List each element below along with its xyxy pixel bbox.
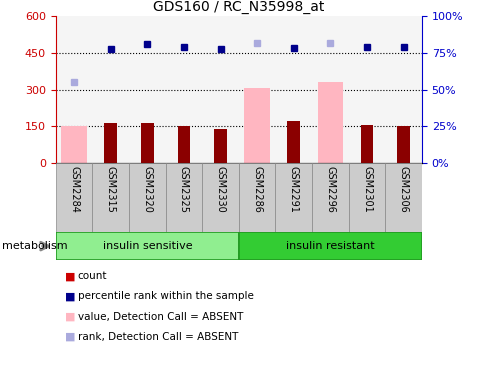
Text: count: count xyxy=(77,271,107,281)
Bar xyxy=(166,163,202,232)
Text: GSM2284: GSM2284 xyxy=(69,167,79,213)
Text: GSM2296: GSM2296 xyxy=(325,167,335,213)
Title: GDS160 / RC_N35998_at: GDS160 / RC_N35998_at xyxy=(153,0,324,14)
Text: ■: ■ xyxy=(65,332,76,342)
Bar xyxy=(56,232,239,260)
Text: ■: ■ xyxy=(65,271,76,281)
Text: GSM2315: GSM2315 xyxy=(106,167,116,213)
Text: GSM2286: GSM2286 xyxy=(252,167,262,213)
Bar xyxy=(275,163,312,232)
Bar xyxy=(92,163,129,232)
Text: GSM2291: GSM2291 xyxy=(288,167,298,213)
Text: insulin sensitive: insulin sensitive xyxy=(102,241,192,251)
Bar xyxy=(312,163,348,232)
Text: GSM2320: GSM2320 xyxy=(142,167,152,213)
Bar xyxy=(177,126,190,163)
Text: rank, Detection Call = ABSENT: rank, Detection Call = ABSENT xyxy=(77,332,238,342)
Text: GSM2330: GSM2330 xyxy=(215,167,225,213)
Text: percentile rank within the sample: percentile rank within the sample xyxy=(77,291,253,302)
Text: insulin resistant: insulin resistant xyxy=(286,241,374,251)
Bar xyxy=(360,124,373,163)
Text: GSM2306: GSM2306 xyxy=(398,167,408,213)
Text: GSM2325: GSM2325 xyxy=(179,167,189,213)
Bar xyxy=(141,123,153,163)
Bar xyxy=(202,163,239,232)
Bar xyxy=(244,88,270,163)
Text: ■: ■ xyxy=(65,291,76,302)
Text: GSM2301: GSM2301 xyxy=(361,167,371,213)
Bar xyxy=(396,126,409,163)
Text: value, Detection Call = ABSENT: value, Detection Call = ABSENT xyxy=(77,311,242,322)
Bar xyxy=(61,126,87,163)
Bar xyxy=(348,163,385,232)
Bar xyxy=(239,232,421,260)
Bar xyxy=(129,163,166,232)
Bar xyxy=(317,82,343,163)
Bar xyxy=(287,122,300,163)
Bar xyxy=(56,163,92,232)
Bar xyxy=(239,163,275,232)
Bar xyxy=(104,123,117,163)
Text: ■: ■ xyxy=(65,311,76,322)
Bar xyxy=(214,129,227,163)
Text: metabolism: metabolism xyxy=(2,241,68,251)
Bar xyxy=(384,163,421,232)
